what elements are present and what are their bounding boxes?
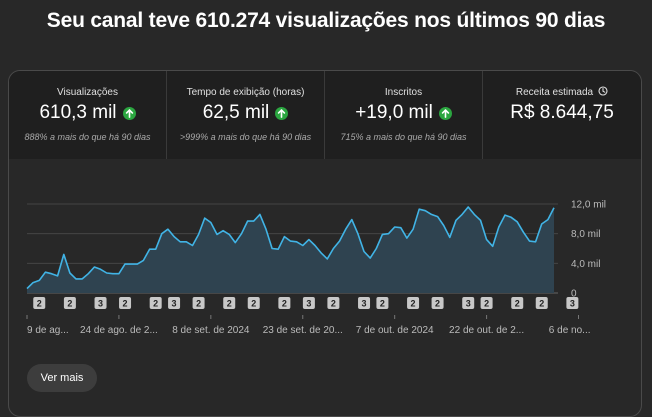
- video-marker: [223, 297, 236, 309]
- video-marker: [431, 297, 444, 309]
- tab-revenue-label: Receita estimada: [515, 87, 594, 98]
- views-line: [26, 206, 555, 290]
- video-marker-count: 2: [227, 299, 232, 309]
- y-tick-label: 0: [571, 289, 577, 300]
- video-marker-count: 2: [380, 299, 385, 309]
- video-marker: [278, 297, 291, 309]
- video-marker: [63, 297, 76, 309]
- see-more-button[interactable]: Ver mais: [27, 364, 97, 392]
- video-marker: [149, 297, 162, 309]
- tab-views-comparison: 888% a mais do que há 90 dias: [24, 132, 151, 142]
- video-marker: [119, 297, 132, 309]
- tab-revenue-value: R$ 8.644,75: [510, 102, 614, 123]
- tab-revenue[interactable]: Receita estimada R$ 8.644,75: [483, 71, 641, 159]
- tab-subscribers-value: +19,0 mil: [355, 102, 433, 123]
- arrow-up-icon: [438, 106, 452, 120]
- video-marker-count: 2: [153, 299, 158, 309]
- video-marker-count: 2: [282, 299, 287, 309]
- arrow-up-icon: [122, 106, 136, 120]
- video-marker-count: 3: [362, 299, 367, 309]
- video-marker-count: 2: [435, 299, 440, 309]
- video-marker: [511, 297, 524, 309]
- video-marker: [407, 297, 420, 309]
- video-marker-count: 2: [251, 299, 256, 309]
- video-marker: [566, 297, 579, 309]
- tab-views-label: Visualizações: [57, 87, 118, 98]
- y-tick-label: 8,0 mil: [571, 229, 600, 240]
- video-marker: [302, 297, 315, 309]
- tab-watch-time-comparison: >999% a mais do que há 90 dias: [179, 132, 312, 142]
- video-marker-count: 3: [98, 299, 103, 309]
- clock-icon: [598, 86, 608, 99]
- tab-subscribers-label: Inscritos: [384, 87, 423, 98]
- x-tick-label: 22 de out. de 2...: [449, 325, 524, 336]
- x-tick-label: 24 de ago. de 2...: [80, 325, 158, 336]
- video-marker-count: 3: [172, 299, 177, 309]
- video-marker-count: 2: [67, 299, 72, 309]
- video-marker-count: 3: [306, 299, 311, 309]
- video-marker-count: 2: [484, 299, 489, 309]
- video-marker-count: 2: [539, 299, 544, 309]
- analytics-card: Visualizações 610,3 mil 888% a mais do q…: [8, 70, 642, 417]
- tab-subscribers-comparison: 715% a mais do que há 90 dias: [340, 132, 467, 142]
- x-tick-label: 7 de out. de 2024: [356, 325, 434, 336]
- video-marker: [480, 297, 493, 309]
- video-marker-count: 2: [196, 299, 201, 309]
- tab-watch-time[interactable]: Tempo de exibição (horas) 62,5 mil >999%…: [167, 71, 324, 159]
- tab-views-value: 610,3 mil: [39, 102, 117, 123]
- x-tick-label: 23 de set. de 20...: [263, 325, 343, 336]
- y-tick-label: 12,0 mil: [571, 200, 606, 211]
- video-marker: [168, 297, 181, 309]
- video-marker: [535, 297, 548, 309]
- video-marker-count: 2: [515, 299, 520, 309]
- video-marker: [462, 297, 475, 309]
- x-tick-label: 9 de ag...: [27, 325, 69, 336]
- page-headline: Seu canal teve 610.274 visualizações nos…: [46, 9, 606, 32]
- tab-subscribers[interactable]: Inscritos +19,0 mil 715% a mais do que h…: [325, 71, 482, 159]
- video-marker: [33, 297, 46, 309]
- x-tick-label: 8 de set. de 2024: [172, 325, 250, 336]
- x-tick-label: 6 de no...: [549, 325, 591, 336]
- video-marker-count: 2: [331, 299, 336, 309]
- video-marker-count: 2: [123, 299, 128, 309]
- tab-watch-time-label: Tempo de exibição (horas): [186, 87, 305, 98]
- views-area: [27, 207, 554, 293]
- video-marker-count: 3: [466, 299, 471, 309]
- video-marker: [247, 297, 260, 309]
- metric-tabs: Visualizações 610,3 mil 888% a mais do q…: [9, 71, 641, 159]
- video-marker-count: 3: [570, 299, 575, 309]
- arrow-up-icon: [275, 106, 289, 120]
- video-marker: [327, 297, 340, 309]
- video-marker: [192, 297, 205, 309]
- video-marker-count: 2: [411, 299, 416, 309]
- video-marker: [358, 297, 371, 309]
- tab-views[interactable]: Visualizações 610,3 mil 888% a mais do q…: [9, 71, 166, 159]
- tab-watch-time-value: 62,5 mil: [202, 102, 270, 123]
- video-marker: [376, 297, 389, 309]
- y-tick-label: 4,0 mil: [571, 259, 600, 270]
- video-marker: [94, 297, 107, 309]
- video-marker-count: 2: [37, 299, 42, 309]
